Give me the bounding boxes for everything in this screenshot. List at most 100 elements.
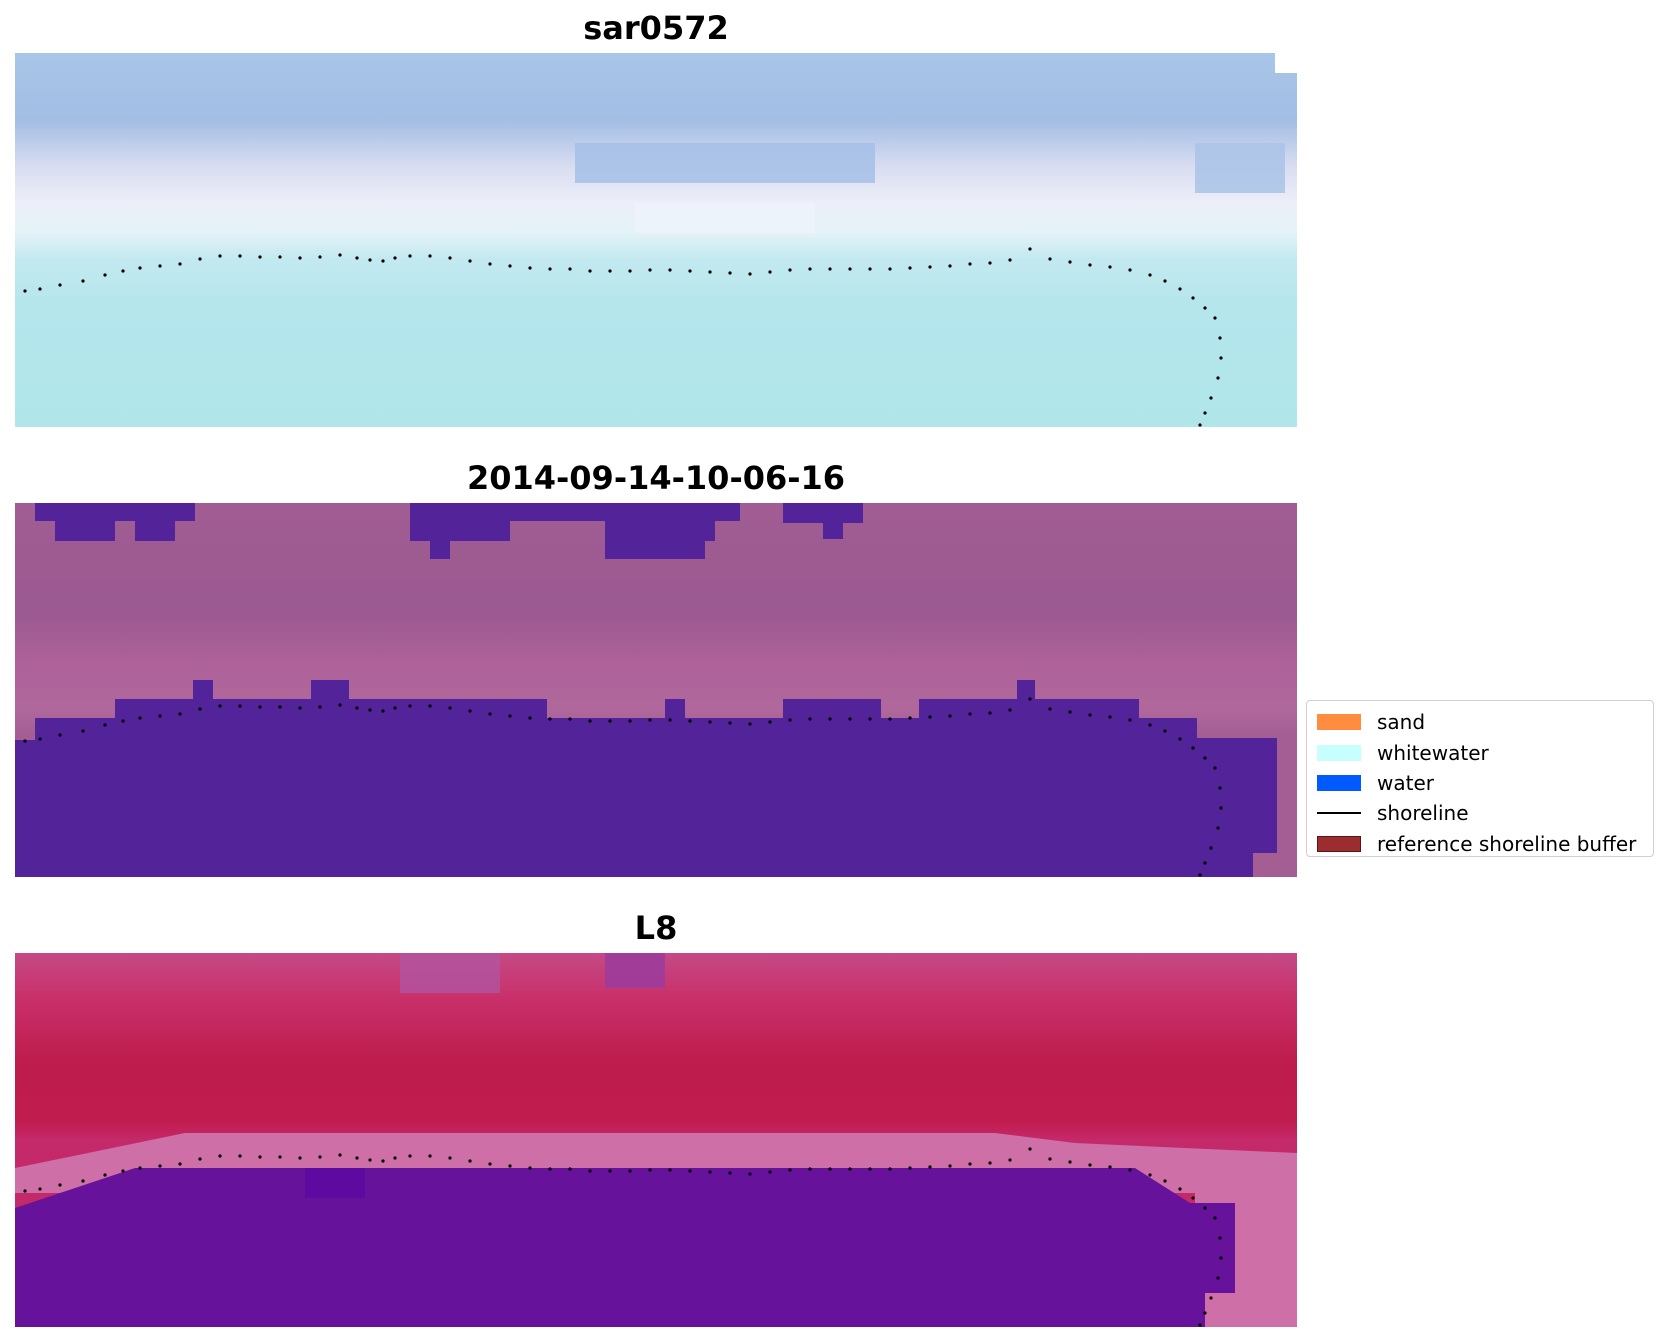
shoreline-dot	[1203, 411, 1207, 415]
blue-patch	[575, 143, 875, 183]
legend-swatch-whitewater	[1317, 744, 1361, 761]
shoreline-dot	[1209, 396, 1213, 400]
shoreline-dot	[888, 717, 892, 721]
shoreline-dot	[103, 273, 107, 277]
panel-title-rgb: sar0572	[583, 9, 729, 47]
shoreline-dot	[668, 268, 672, 272]
shoreline-dot	[1218, 336, 1222, 340]
shoreline-dot	[628, 269, 632, 273]
shoreline-dot	[468, 1159, 472, 1163]
legend-label-reference-buffer: reference shoreline buffer	[1377, 831, 1637, 856]
shoreline-dot	[688, 269, 692, 273]
shoreline-dot	[768, 1170, 772, 1174]
shoreline-dot	[381, 1159, 385, 1163]
shoreline-dot	[468, 709, 472, 713]
shoreline-dot	[338, 253, 342, 257]
shoreline-dot	[1203, 861, 1207, 865]
shoreline-dot	[355, 256, 359, 260]
shoreline-dot	[158, 714, 162, 718]
shoreline-dot	[1209, 1296, 1213, 1300]
rgb-image	[15, 53, 1297, 427]
pale-patch	[635, 203, 815, 233]
legend-label-water: water	[1377, 770, 1434, 795]
shoreline-dot	[178, 262, 182, 266]
shoreline-dot	[1028, 247, 1032, 251]
shoreline-dot	[258, 255, 262, 259]
water-patches-top	[35, 503, 863, 559]
shoreline-dot	[1198, 1323, 1202, 1327]
shoreline-dot	[448, 706, 452, 710]
shoreline-dot	[728, 271, 732, 275]
shoreline-dot	[1148, 723, 1152, 727]
shoreline-dot	[138, 1166, 142, 1170]
shoreline-dot	[1068, 710, 1072, 714]
shoreline-dot	[381, 709, 385, 713]
shoreline-dot	[548, 267, 552, 271]
shoreline-dot	[928, 1165, 932, 1169]
shoreline-dot	[1219, 1256, 1223, 1260]
shoreline-dot	[888, 1167, 892, 1171]
shoreline-dot	[428, 1154, 432, 1158]
shoreline-dot	[1198, 423, 1202, 427]
purple-top-patch	[400, 953, 500, 993]
shoreline-dot	[968, 262, 972, 266]
shoreline-dot	[748, 272, 752, 276]
shoreline-dot	[1008, 1158, 1012, 1162]
shoreline-dot	[748, 1172, 752, 1176]
shoreline-dot	[1191, 746, 1195, 750]
legend-label-shoreline: shoreline	[1377, 801, 1469, 826]
shoreline-dot	[1191, 296, 1195, 300]
shoreline-dot	[1218, 1236, 1222, 1240]
shoreline-dot	[428, 254, 432, 258]
shoreline-dot	[768, 720, 772, 724]
shoreline-dot	[708, 270, 712, 274]
shoreline-dot	[668, 1168, 672, 1172]
shoreline-dot	[788, 718, 792, 722]
shoreline-dot	[988, 711, 992, 715]
shoreline-dot	[121, 1169, 125, 1173]
shoreline-dot	[1216, 826, 1220, 830]
shoreline-dot	[298, 1156, 302, 1160]
shoreline-dot	[508, 714, 512, 718]
legend-item-shoreline: shoreline	[1315, 798, 1645, 828]
shoreline-dot	[158, 264, 162, 268]
dark-patch	[305, 1168, 365, 1198]
shoreline-dot	[808, 267, 812, 271]
shoreline-dot	[788, 1168, 792, 1172]
shoreline-dot	[1213, 766, 1217, 770]
shoreline-dot	[218, 1154, 222, 1158]
legend-swatch-water	[1317, 774, 1361, 791]
shoreline-dot	[828, 717, 832, 721]
shoreline-dot	[1203, 306, 1207, 310]
shoreline-dot	[648, 1168, 652, 1172]
shoreline-dot	[338, 703, 342, 707]
shoreline-dot	[1048, 1157, 1052, 1161]
shoreline-dot	[608, 719, 612, 723]
shoreline-dot	[888, 267, 892, 271]
shoreline-dot	[178, 712, 182, 716]
legend-swatch-reference-buffer	[1317, 835, 1361, 852]
shoreline-dot	[528, 1166, 532, 1170]
shoreline-dot	[588, 269, 592, 273]
shoreline-dot	[1108, 1165, 1112, 1169]
legend-label-sand: sand	[1377, 710, 1426, 735]
shoreline-dot	[988, 261, 992, 265]
shoreline-dot	[1068, 1160, 1072, 1164]
legend-line-shoreline	[1317, 812, 1361, 815]
shoreline-dot	[238, 704, 242, 708]
shoreline-dot	[1128, 268, 1132, 272]
shoreline-dot	[848, 1167, 852, 1171]
shoreline-dot	[1028, 697, 1032, 701]
shoreline-dot	[568, 1167, 572, 1171]
legend-item-sand: sand	[1315, 707, 1645, 737]
shoreline-dot	[648, 718, 652, 722]
index-image-panel	[15, 953, 1297, 1327]
shoreline-dot	[368, 708, 372, 712]
shoreline-dot	[81, 279, 85, 283]
panel-title-l8: L8	[634, 909, 678, 947]
shoreline-dot	[628, 1169, 632, 1173]
shoreline-dot	[298, 256, 302, 260]
shoreline-dot	[121, 269, 125, 273]
shoreline-dot	[138, 266, 142, 270]
shoreline-dot	[38, 287, 42, 291]
